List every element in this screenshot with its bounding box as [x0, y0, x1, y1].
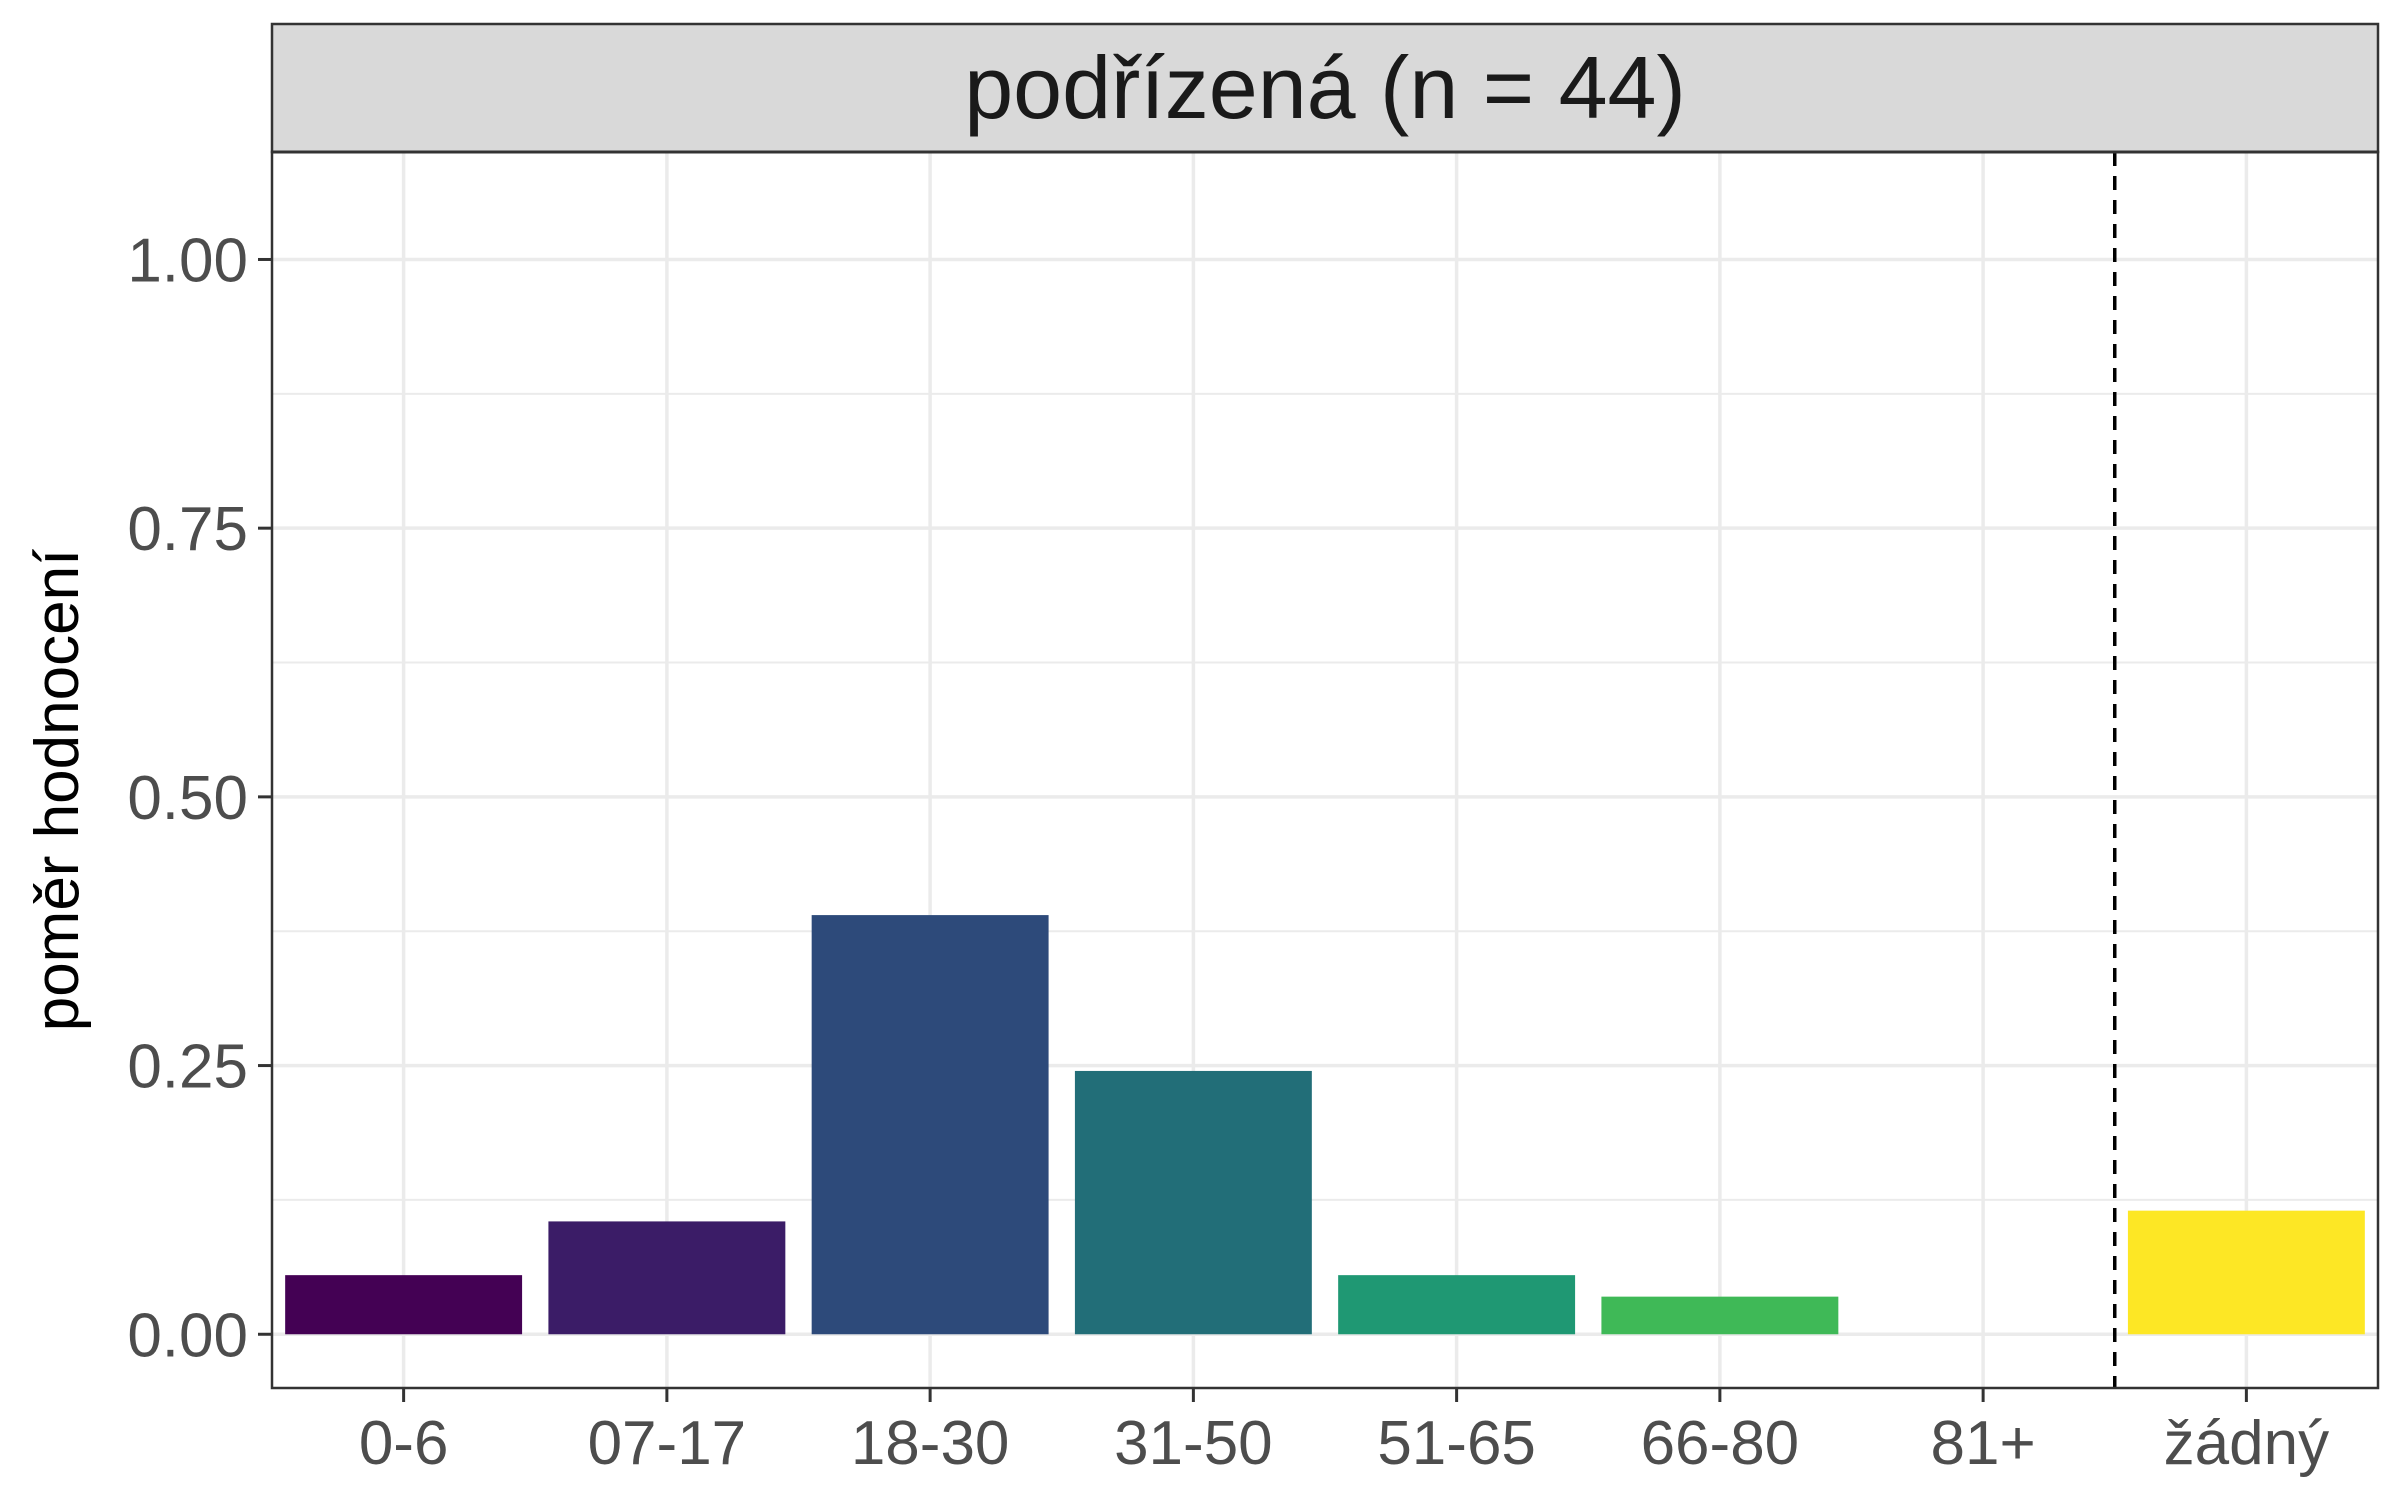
y-tick-label: 1.00: [127, 226, 248, 295]
x-tick-label: 18-30: [851, 1409, 1010, 1478]
bar-18-30: [811, 915, 1049, 1335]
x-tick-label: 31-50: [1114, 1409, 1273, 1478]
x-tick-label: 0-6: [359, 1409, 449, 1478]
y-axis: 0.00 0.25 0.50 0.75 1.00: [127, 226, 272, 1370]
bars: [285, 915, 2365, 1335]
bar-31-50: [1074, 1070, 1312, 1335]
y-tick-label: 0.75: [127, 495, 248, 564]
y-tick-label: 0.50: [127, 764, 248, 833]
y-tick-label: 0.25: [127, 1033, 248, 1102]
x-tick-label: 51-65: [1377, 1409, 1536, 1478]
x-tick-label: 66-80: [1641, 1409, 1800, 1478]
facet-title: podřízená (n = 44): [964, 38, 1686, 137]
minor-gridlines: [272, 392, 2378, 1201]
x-tick-label: 07-17: [588, 1409, 747, 1478]
plot-panel: [272, 152, 2378, 1388]
facet-strip: [270, 22, 2380, 154]
bar-07-17: [548, 1221, 786, 1335]
bar-66-80: [1601, 1296, 1839, 1335]
bar-0-6: [285, 1275, 523, 1335]
x-tick-label: žádný: [2164, 1409, 2329, 1478]
y-tick-label: 0.00: [127, 1301, 248, 1370]
x-tick-label: 81+: [1931, 1409, 2036, 1478]
bar-žádný: [2127, 1210, 2365, 1335]
major-gridlines: [272, 152, 2378, 1388]
x-axis: 0-6 07-17 18-30 31-50 51-65 66-80 81+ žádný: [359, 1388, 2329, 1478]
bar-51-65: [1338, 1275, 1576, 1335]
y-axis-title: poměr hodnocení: [23, 549, 92, 1032]
